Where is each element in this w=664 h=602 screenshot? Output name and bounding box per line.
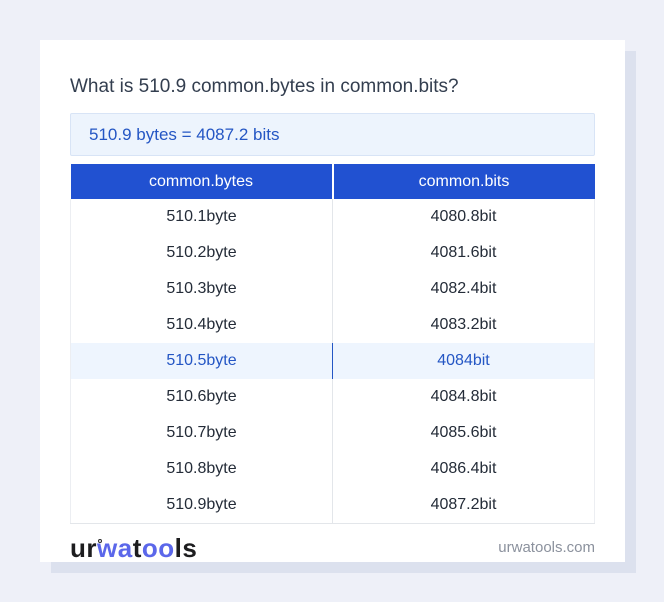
table-row: 510.2byte 4081.6bit	[70, 235, 595, 271]
cell-bits-value: 4083.2bit	[332, 307, 595, 343]
logo-text-wa: wa	[97, 532, 133, 563]
table-row: 510.7byte 4085.6bit	[70, 415, 595, 451]
logo-text-oo: oo	[141, 532, 175, 563]
column-header-bytes: common.bytes	[70, 164, 334, 199]
conversion-table: common.bytes common.bits 510.1byte 4080.8…	[70, 164, 595, 524]
urwatools-logo[interactable]: urwatools	[70, 533, 197, 563]
table-row: 510.5byte 4084bit	[70, 343, 595, 379]
logo-text-ur: ur	[70, 532, 97, 563]
conversion-result-box: 510.9 bytes = 4087.2 bits	[70, 113, 595, 156]
cell-bits-value: 4080.8bit	[332, 199, 595, 235]
cell-bytes-value: 510.4byte	[70, 307, 333, 343]
cell-bits-value: 4085.6bit	[332, 415, 595, 451]
cell-bits-value: 4084bit	[332, 343, 595, 379]
table-row: 510.8byte 4086.4bit	[70, 451, 595, 487]
cell-bits-value: 4084.8bit	[332, 379, 595, 415]
cell-bytes-value: 510.2byte	[70, 235, 333, 271]
cell-bits-value: 4086.4bit	[332, 451, 595, 487]
conversion-result-text: 510.9 bytes = 4087.2 bits	[89, 124, 280, 144]
logo-text-ls: ls	[174, 532, 198, 563]
cell-bits-value: 4081.6bit	[332, 235, 595, 271]
site-url-text: urwatools.com	[498, 539, 595, 556]
cell-bytes-value: 510.3byte	[70, 271, 333, 307]
page-title: What is 510.9 common.bytes in common.bit…	[70, 76, 459, 97]
card-footer: urwatools urwatools.com	[70, 533, 595, 563]
cell-bytes-value: 510.5byte	[70, 343, 333, 379]
conversion-table-header: common.bytes common.bits	[70, 164, 595, 199]
table-row: 510.3byte 4082.4bit	[70, 271, 595, 307]
table-row: 510.6byte 4084.8bit	[70, 379, 595, 415]
cell-bytes-value: 510.7byte	[70, 415, 333, 451]
table-row: 510.4byte 4083.2bit	[70, 307, 595, 343]
logo-ring-icon	[98, 538, 102, 543]
cell-bytes-value: 510.8byte	[70, 451, 333, 487]
cell-bytes-value: 510.9byte	[70, 487, 333, 524]
table-row: 510.9byte 4087.2bit	[70, 487, 595, 524]
converter-card: What is 510.9 common.bytes in common.bit…	[40, 40, 625, 563]
cell-bits-value: 4082.4bit	[332, 271, 595, 307]
cell-bytes-value: 510.1byte	[70, 199, 333, 235]
table-row: 510.1byte 4080.8bit	[70, 199, 595, 235]
column-header-bits: common.bits	[332, 164, 595, 199]
cell-bits-value: 4087.2bit	[332, 487, 595, 524]
cell-bytes-value: 510.6byte	[70, 379, 333, 415]
logo-text-t: t	[132, 532, 142, 563]
